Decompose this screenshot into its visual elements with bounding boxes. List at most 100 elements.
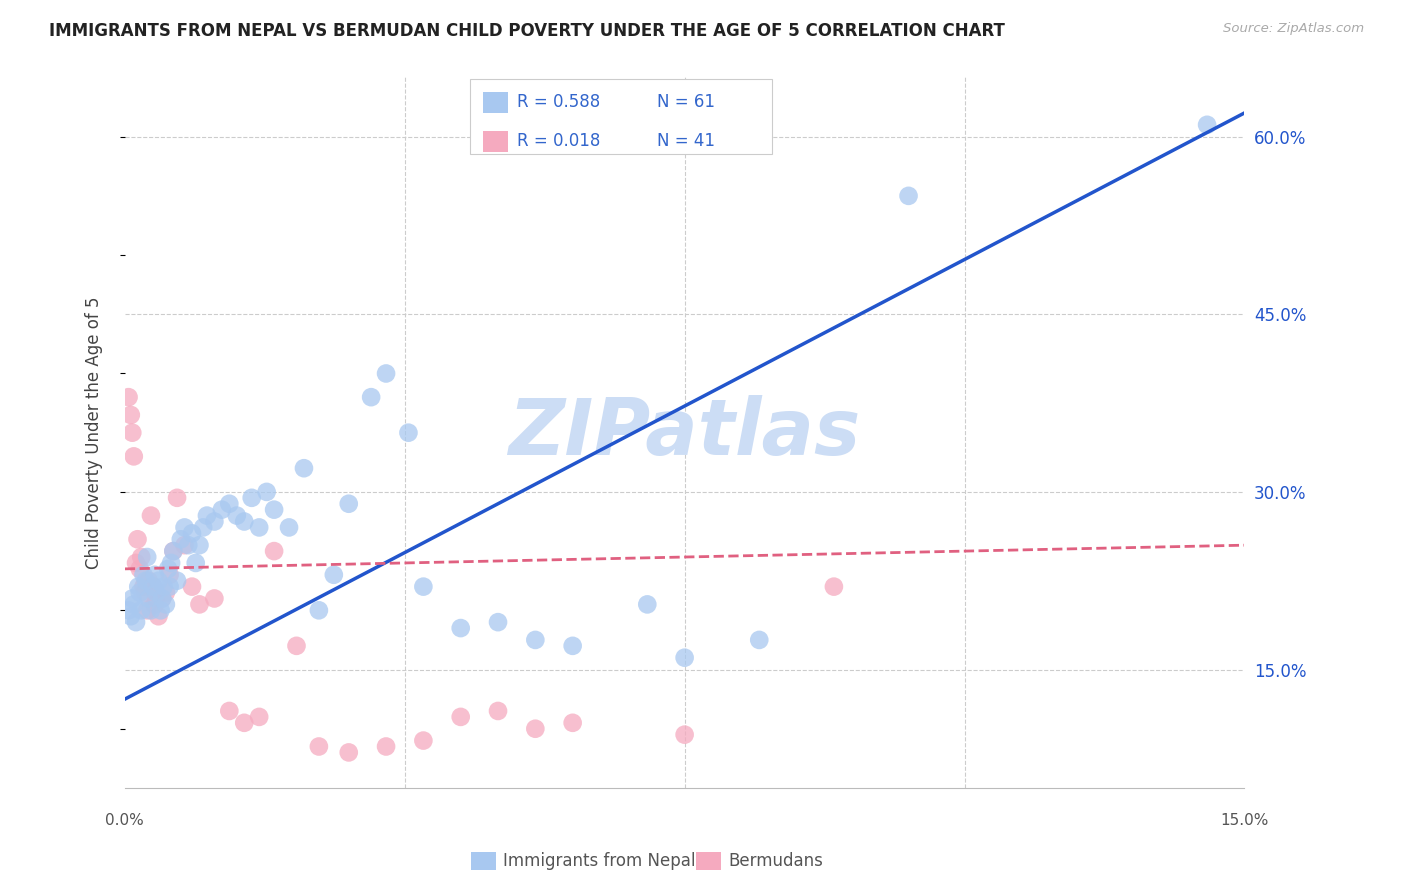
- Point: [134, 585, 156, 599]
- Point: [155, 585, 177, 599]
- Point: [139, 508, 162, 523]
- Point: [263, 544, 285, 558]
- Point: [278, 520, 301, 534]
- Text: Source: ZipAtlas.com: Source: ZipAtlas.com: [1223, 22, 1364, 36]
- Point: [486, 615, 509, 629]
- Point: [129, 603, 152, 617]
- Point: [160, 556, 183, 570]
- Point: [337, 497, 360, 511]
- Point: [184, 556, 207, 570]
- Point: [136, 549, 159, 564]
- Point: [247, 520, 270, 534]
- Point: [263, 502, 285, 516]
- Text: 15.0%: 15.0%: [1220, 813, 1268, 828]
- Point: [233, 515, 256, 529]
- Point: [159, 580, 181, 594]
- Point: [128, 562, 150, 576]
- Point: [673, 650, 696, 665]
- Point: [450, 621, 472, 635]
- Point: [149, 603, 172, 617]
- Point: [375, 367, 398, 381]
- Point: [132, 567, 155, 582]
- Point: [138, 574, 160, 588]
- Point: [122, 598, 145, 612]
- Text: IMMIGRANTS FROM NEPAL VS BERMUDAN CHILD POVERTY UNDER THE AGE OF 5 CORRELATION C: IMMIGRANTS FROM NEPAL VS BERMUDAN CHILD …: [49, 22, 1005, 40]
- Point: [748, 632, 770, 647]
- Point: [240, 491, 263, 505]
- Point: [117, 603, 139, 617]
- Point: [636, 598, 658, 612]
- Point: [120, 408, 142, 422]
- Point: [143, 567, 166, 582]
- Point: [285, 639, 308, 653]
- Point: [218, 704, 240, 718]
- Point: [125, 556, 148, 570]
- Point: [233, 715, 256, 730]
- Point: [150, 591, 173, 606]
- Point: [143, 598, 166, 612]
- Point: [181, 526, 204, 541]
- Point: [142, 580, 165, 594]
- Point: [145, 591, 167, 606]
- Point: [211, 502, 233, 516]
- Point: [148, 609, 170, 624]
- Point: [159, 567, 181, 582]
- Point: [561, 715, 583, 730]
- Point: [155, 598, 177, 612]
- Point: [202, 591, 225, 606]
- Point: [139, 603, 162, 617]
- Point: [524, 722, 547, 736]
- Point: [218, 497, 240, 511]
- Point: [121, 425, 143, 440]
- Point: [127, 580, 149, 594]
- Point: [166, 491, 188, 505]
- Bar: [484, 92, 508, 113]
- Text: 0.0%: 0.0%: [105, 813, 145, 828]
- Point: [188, 598, 211, 612]
- Text: Bermudans: Bermudans: [728, 852, 823, 870]
- Point: [173, 520, 195, 534]
- Point: [673, 728, 696, 742]
- Point: [121, 591, 143, 606]
- Point: [127, 533, 149, 547]
- Point: [225, 508, 247, 523]
- Point: [166, 574, 188, 588]
- Point: [202, 515, 225, 529]
- Point: [122, 450, 145, 464]
- Point: [136, 603, 159, 617]
- Point: [135, 574, 157, 588]
- Point: [398, 425, 420, 440]
- Text: Immigrants from Nepal: Immigrants from Nepal: [503, 852, 696, 870]
- Text: ZIPatlas: ZIPatlas: [509, 394, 860, 471]
- Text: N = 41: N = 41: [657, 132, 714, 151]
- Text: R = 0.588: R = 0.588: [516, 94, 600, 112]
- Point: [132, 580, 155, 594]
- Point: [561, 639, 583, 653]
- Point: [173, 538, 195, 552]
- Point: [162, 544, 184, 558]
- Bar: [484, 131, 508, 152]
- Point: [188, 538, 211, 552]
- Point: [145, 585, 167, 599]
- Point: [117, 390, 139, 404]
- Point: [128, 585, 150, 599]
- Text: N = 61: N = 61: [657, 94, 714, 112]
- Point: [897, 189, 920, 203]
- Bar: [470, 78, 772, 154]
- Y-axis label: Child Poverty Under the Age of 5: Child Poverty Under the Age of 5: [86, 296, 103, 569]
- Point: [157, 562, 180, 576]
- Point: [170, 533, 193, 547]
- Point: [524, 632, 547, 647]
- Point: [120, 609, 142, 624]
- Point: [152, 580, 174, 594]
- Point: [337, 746, 360, 760]
- Point: [193, 520, 215, 534]
- Point: [150, 591, 173, 606]
- Text: R = 0.018: R = 0.018: [516, 132, 600, 151]
- Point: [181, 580, 204, 594]
- Point: [247, 710, 270, 724]
- Point: [823, 580, 845, 594]
- Point: [177, 538, 200, 552]
- Point: [162, 544, 184, 558]
- Point: [412, 733, 434, 747]
